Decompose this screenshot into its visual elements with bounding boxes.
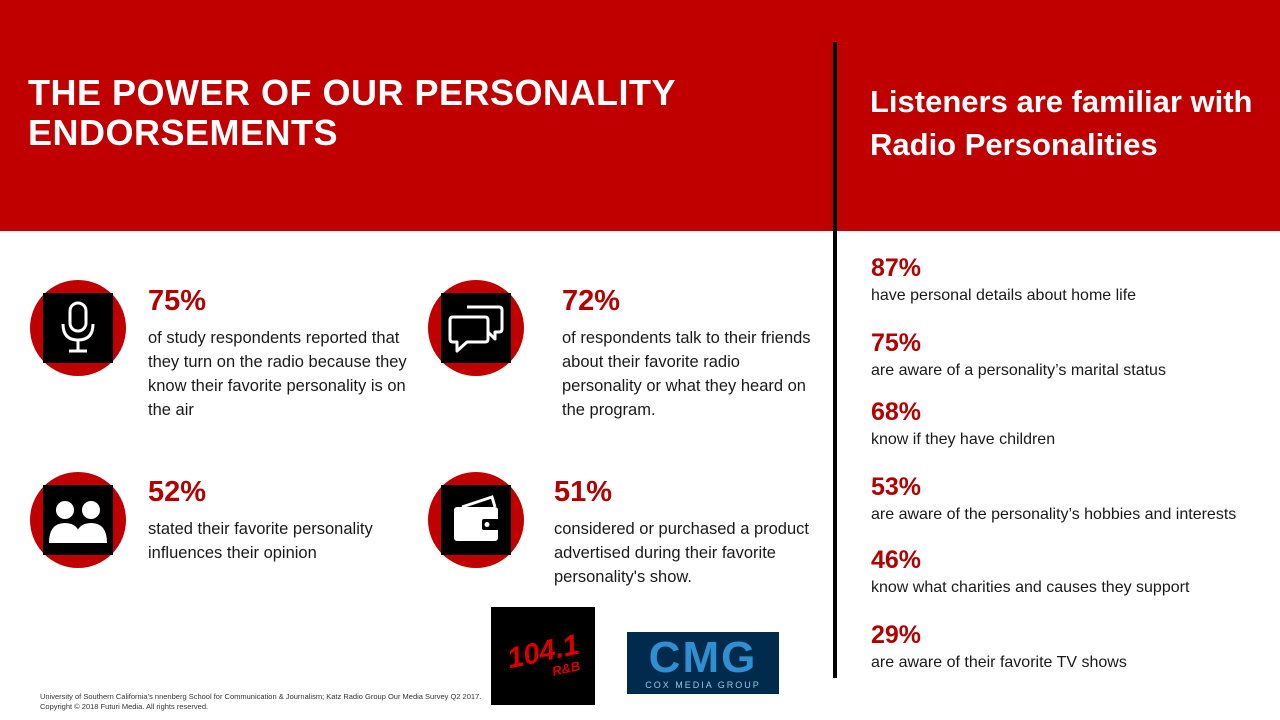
stat-description: of respondents talk to their friends abo… (562, 329, 811, 419)
familiar-percent: 68% (871, 398, 922, 426)
familiar-description: know what charities and causes they supp… (871, 579, 1190, 596)
familiar-item: 87% have personal details about home lif… (871, 254, 1276, 306)
footer-copyright: Copyright © 2018 Futuri Media. All right… (40, 702, 209, 711)
familiar-description: are aware of their favorite TV shows (871, 654, 1127, 671)
stat-block: 52% stated their favorite personality in… (148, 475, 408, 565)
footer-source: University of Southern California’s nnen… (40, 692, 500, 712)
stat-icon-circle (428, 280, 524, 376)
stat-percent: 72% (562, 285, 621, 317)
chat-bubbles-icon (441, 293, 511, 363)
vertical-divider (833, 42, 837, 678)
header-banner (0, 0, 1280, 231)
familiar-percent: 29% (871, 621, 922, 649)
familiar-percent: 75% (871, 329, 922, 357)
cmg-logo-letters: CMG (648, 632, 758, 682)
stat-percent: 51% (554, 476, 613, 508)
familiar-percent: 46% (871, 546, 922, 574)
stat-block: 75% of study respondents reported that t… (148, 284, 410, 422)
stat-percent: 75% (148, 285, 207, 317)
familiar-description: are aware of a personality’s marital sta… (871, 362, 1166, 379)
side-panel-title: Listeners are familiar with Radio Person… (870, 84, 1253, 162)
stat-description: considered or purchased a product advert… (554, 520, 809, 586)
footer-citation: University of Southern California’s nnen… (40, 692, 482, 701)
cmg-logo-name: COX MEDIA GROUP (645, 679, 761, 690)
stat-block: 72% of respondents talk to their friends… (562, 284, 822, 422)
microphone-icon (43, 293, 113, 363)
familiar-description: have personal details about home life (871, 287, 1137, 304)
familiar-description: are aware of the personality’s hobbies a… (871, 506, 1237, 523)
familiar-item: 53% are aware of the personality’s hobbi… (871, 473, 1276, 525)
stat-description: stated their favorite personality influe… (148, 520, 373, 562)
familiar-item: 46% know what charities and causes they … (871, 546, 1276, 598)
familiar-item: 75% are aware of a personality’s marital… (871, 329, 1276, 381)
stat-icon-circle (30, 472, 126, 568)
page-title: THE POWER OF OUR PERSONALITY ENDORSEMENT… (28, 72, 676, 153)
stat-description: of study respondents reported that they … (148, 329, 407, 419)
station-logo: 104.1 R&B (491, 607, 595, 705)
familiar-item: 68% know if they have children (871, 398, 1276, 450)
familiar-percent: 87% (871, 254, 922, 282)
wallet-icon (441, 485, 511, 555)
familiar-percent: 53% (871, 473, 922, 501)
stat-icon-circle (428, 472, 524, 568)
stat-percent: 52% (148, 476, 207, 508)
stat-block: 51% considered or purchased a product ad… (554, 475, 824, 589)
people-icon (43, 485, 113, 555)
familiar-description: know if they have children (871, 431, 1056, 448)
familiar-item: 29% are aware of their favorite TV shows (871, 621, 1276, 673)
cmg-logo: CMG COX MEDIA GROUP (627, 632, 779, 694)
stat-icon-circle (30, 280, 126, 376)
